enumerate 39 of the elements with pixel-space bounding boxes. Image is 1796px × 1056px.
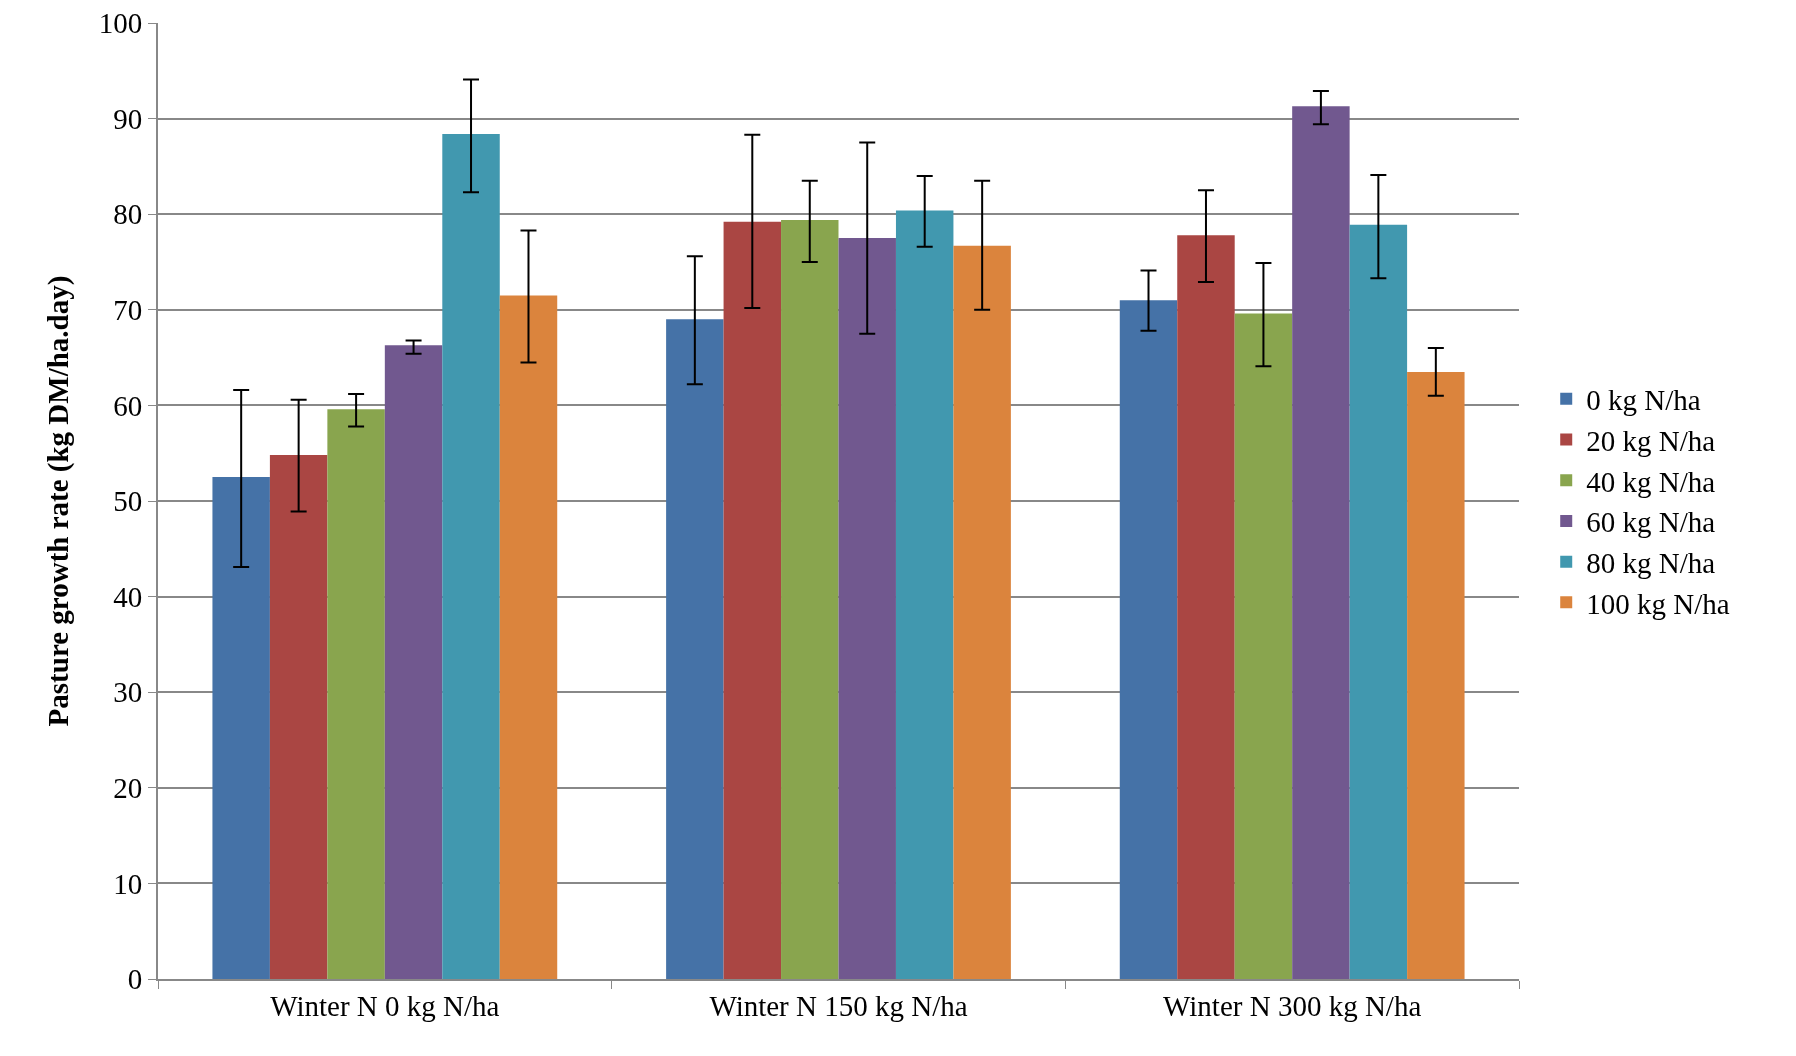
legend-label: 60 kg N/ha — [1586, 506, 1716, 539]
bar — [953, 245, 1011, 979]
x-tick-label: Winter N 150 kg N/ha — [709, 989, 968, 1022]
bar — [327, 409, 385, 979]
y-tick-label: 20 — [113, 771, 143, 804]
bar — [212, 477, 270, 979]
y-tick-label: 30 — [113, 676, 143, 709]
bar — [723, 221, 782, 979]
legend-label: 0 kg N/ha — [1586, 384, 1701, 417]
y-tick-label: 10 — [113, 867, 143, 900]
bar — [1234, 313, 1293, 979]
bar — [838, 238, 896, 979]
legend-label: 20 kg N/ha — [1586, 424, 1716, 457]
y-tick-label: 90 — [113, 102, 143, 135]
bar — [1349, 224, 1408, 979]
bar — [666, 319, 724, 979]
bar — [1292, 106, 1350, 979]
bar — [384, 345, 443, 979]
x-tick-label: Winter N 0 kg N/ha — [270, 989, 500, 1022]
bar — [499, 295, 558, 979]
legend-label: 40 kg N/ha — [1586, 465, 1716, 498]
y-tick-label: 70 — [113, 293, 143, 326]
bar — [442, 133, 500, 979]
y-tick-label: 80 — [113, 198, 143, 231]
y-tick-label: 60 — [113, 389, 143, 422]
bar — [781, 219, 839, 979]
legend-label: 80 kg N/ha — [1586, 546, 1716, 579]
x-tick-label: Winter N 300 kg N/ha — [1163, 989, 1422, 1022]
bar — [1119, 300, 1178, 979]
y-axis-title: Pasture growth rate (kg DM/ha.day) — [41, 275, 75, 727]
bar — [269, 455, 328, 979]
y-tick-label: 100 — [98, 7, 143, 40]
y-tick-label: 0 — [127, 963, 143, 996]
bar — [895, 210, 954, 979]
y-tick-label: 40 — [113, 580, 143, 613]
bar — [1407, 371, 1465, 979]
legend-label: 100 kg N/ha — [1586, 587, 1730, 620]
y-tick-label: 50 — [113, 485, 143, 518]
bar — [1177, 235, 1235, 979]
